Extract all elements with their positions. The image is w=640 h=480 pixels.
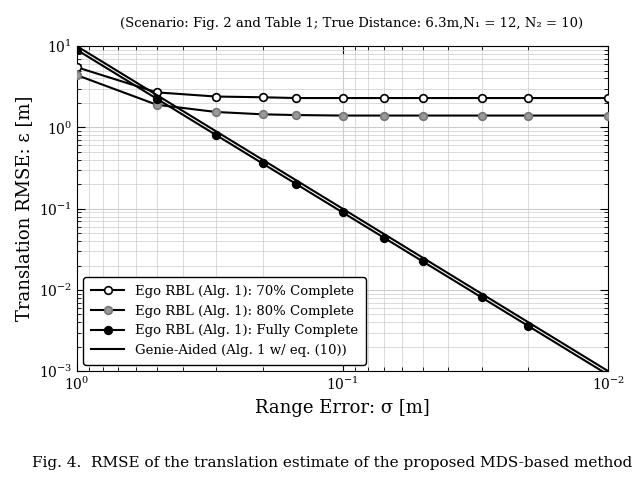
Y-axis label: Translation RMSE: ε [m]: Translation RMSE: ε [m] <box>15 96 33 322</box>
Ego RBL (Alg. 1): Fully Complete: (0.3, 0.81): Fully Complete: (0.3, 0.81) <box>212 132 220 138</box>
Ego RBL (Alg. 1): Fully Complete: (0.07, 0.0441): Fully Complete: (0.07, 0.0441) <box>380 235 388 240</box>
Ego RBL (Alg. 1): 70% Complete: (0.01, 2.3): 70% Complete: (0.01, 2.3) <box>605 95 612 101</box>
Ego RBL (Alg. 1): 80% Complete: (0.01, 1.4): 80% Complete: (0.01, 1.4) <box>605 113 612 119</box>
X-axis label: Range Error: σ [m]: Range Error: σ [m] <box>255 399 430 417</box>
Ego RBL (Alg. 1): Fully Complete: (0.1, 0.09): Fully Complete: (0.1, 0.09) <box>339 210 346 216</box>
Genie-Aided (Alg. 1 w/ eq. (10)) <box>380 231 388 237</box>
Ego RBL (Alg. 1): 70% Complete: (0.2, 2.35): 70% Complete: (0.2, 2.35) <box>259 95 266 100</box>
Ego RBL (Alg. 1): 70% Complete: (0.05, 2.3): 70% Complete: (0.05, 2.3) <box>419 95 426 101</box>
Genie-Aided (Alg. 1 w/ eq. (10)) <box>477 291 485 297</box>
Ego RBL (Alg. 1): Fully Complete: (0.03, 0.0081): Fully Complete: (0.03, 0.0081) <box>477 295 485 300</box>
Ego RBL (Alg. 1): 80% Complete: (0.5, 1.9): 80% Complete: (0.5, 1.9) <box>153 102 161 108</box>
Ego RBL (Alg. 1): 70% Complete: (0.15, 2.3): 70% Complete: (0.15, 2.3) <box>292 95 300 101</box>
Ego RBL (Alg. 1): 80% Complete: (0.03, 1.4): 80% Complete: (0.03, 1.4) <box>477 113 485 119</box>
Line: Ego RBL (Alg. 1): 70% Complete: Ego RBL (Alg. 1): 70% Complete <box>73 63 612 102</box>
Genie-Aided (Alg. 1 w/ eq. (10)) <box>73 43 81 49</box>
Ego RBL (Alg. 1): Fully Complete: (0.15, 0.202): Fully Complete: (0.15, 0.202) <box>292 181 300 187</box>
Genie-Aided (Alg. 1 w/ eq. (10)) <box>525 320 532 325</box>
Genie-Aided (Alg. 1 w/ eq. (10)) <box>259 157 266 163</box>
Ego RBL (Alg. 1): 80% Complete: (1, 4.4): 80% Complete: (1, 4.4) <box>73 72 81 78</box>
Ego RBL (Alg. 1): 80% Complete: (0.15, 1.42): 80% Complete: (0.15, 1.42) <box>292 112 300 118</box>
Text: (Scenario: Fig. 2 and Table 1; True Distance: 6.3m,N₁ = 12, N₂ = 10): (Scenario: Fig. 2 and Table 1; True Dist… <box>120 17 584 30</box>
Ego RBL (Alg. 1): 70% Complete: (0.1, 2.3): 70% Complete: (0.1, 2.3) <box>339 95 346 101</box>
Ego RBL (Alg. 1): 80% Complete: (0.1, 1.4): 80% Complete: (0.1, 1.4) <box>339 113 346 119</box>
Ego RBL (Alg. 1): Fully Complete: (0.5, 2.25): Fully Complete: (0.5, 2.25) <box>153 96 161 102</box>
Line: Ego RBL (Alg. 1): Fully Complete: Ego RBL (Alg. 1): Fully Complete <box>73 46 612 379</box>
Legend: Ego RBL (Alg. 1): 70% Complete, Ego RBL (Alg. 1): 80% Complete, Ego RBL (Alg. 1): Ego RBL (Alg. 1): 70% Complete, Ego RBL … <box>83 277 366 365</box>
Genie-Aided (Alg. 1 w/ eq. (10)) <box>339 206 346 212</box>
Ego RBL (Alg. 1): 70% Complete: (0.02, 2.3): 70% Complete: (0.02, 2.3) <box>525 95 532 101</box>
Genie-Aided (Alg. 1 w/ eq. (10)) <box>605 369 612 374</box>
Ego RBL (Alg. 1): Fully Complete: (0.05, 0.0225): Fully Complete: (0.05, 0.0225) <box>419 259 426 264</box>
Genie-Aided (Alg. 1 w/ eq. (10)) <box>212 128 220 134</box>
Ego RBL (Alg. 1): 70% Complete: (0.07, 2.3): 70% Complete: (0.07, 2.3) <box>380 95 388 101</box>
Ego RBL (Alg. 1): 80% Complete: (0.02, 1.4): 80% Complete: (0.02, 1.4) <box>525 113 532 119</box>
Ego RBL (Alg. 1): 70% Complete: (0.3, 2.4): 70% Complete: (0.3, 2.4) <box>212 94 220 99</box>
Genie-Aided (Alg. 1 w/ eq. (10)) <box>292 177 300 183</box>
Ego RBL (Alg. 1): Fully Complete: (0.01, 0.0009): Fully Complete: (0.01, 0.0009) <box>605 372 612 378</box>
Line: Genie-Aided (Alg. 1 w/ eq. (10)): Genie-Aided (Alg. 1 w/ eq. (10)) <box>77 46 609 372</box>
Line: Ego RBL (Alg. 1): 80% Complete: Ego RBL (Alg. 1): 80% Complete <box>73 72 612 120</box>
Ego RBL (Alg. 1): 70% Complete: (0.5, 2.7): 70% Complete: (0.5, 2.7) <box>153 89 161 95</box>
Ego RBL (Alg. 1): 80% Complete: (0.2, 1.45): 80% Complete: (0.2, 1.45) <box>259 111 266 117</box>
Ego RBL (Alg. 1): 80% Complete: (0.07, 1.4): 80% Complete: (0.07, 1.4) <box>380 113 388 119</box>
Ego RBL (Alg. 1): 80% Complete: (0.05, 1.4): 80% Complete: (0.05, 1.4) <box>419 113 426 119</box>
Ego RBL (Alg. 1): Fully Complete: (0.02, 0.0036): Fully Complete: (0.02, 0.0036) <box>525 323 532 329</box>
Text: Fig. 4.  RMSE of the translation estimate of the proposed MDS-based method: Fig. 4. RMSE of the translation estimate… <box>32 456 632 470</box>
Genie-Aided (Alg. 1 w/ eq. (10)) <box>153 92 161 98</box>
Ego RBL (Alg. 1): Fully Complete: (1, 9): Fully Complete: (1, 9) <box>73 47 81 53</box>
Ego RBL (Alg. 1): 80% Complete: (0.3, 1.55): 80% Complete: (0.3, 1.55) <box>212 109 220 115</box>
Ego RBL (Alg. 1): 70% Complete: (1, 5.5): 70% Complete: (1, 5.5) <box>73 64 81 70</box>
Ego RBL (Alg. 1): 70% Complete: (0.03, 2.3): 70% Complete: (0.03, 2.3) <box>477 95 485 101</box>
Ego RBL (Alg. 1): Fully Complete: (0.2, 0.36): Fully Complete: (0.2, 0.36) <box>259 161 266 167</box>
Genie-Aided (Alg. 1 w/ eq. (10)) <box>419 255 426 261</box>
